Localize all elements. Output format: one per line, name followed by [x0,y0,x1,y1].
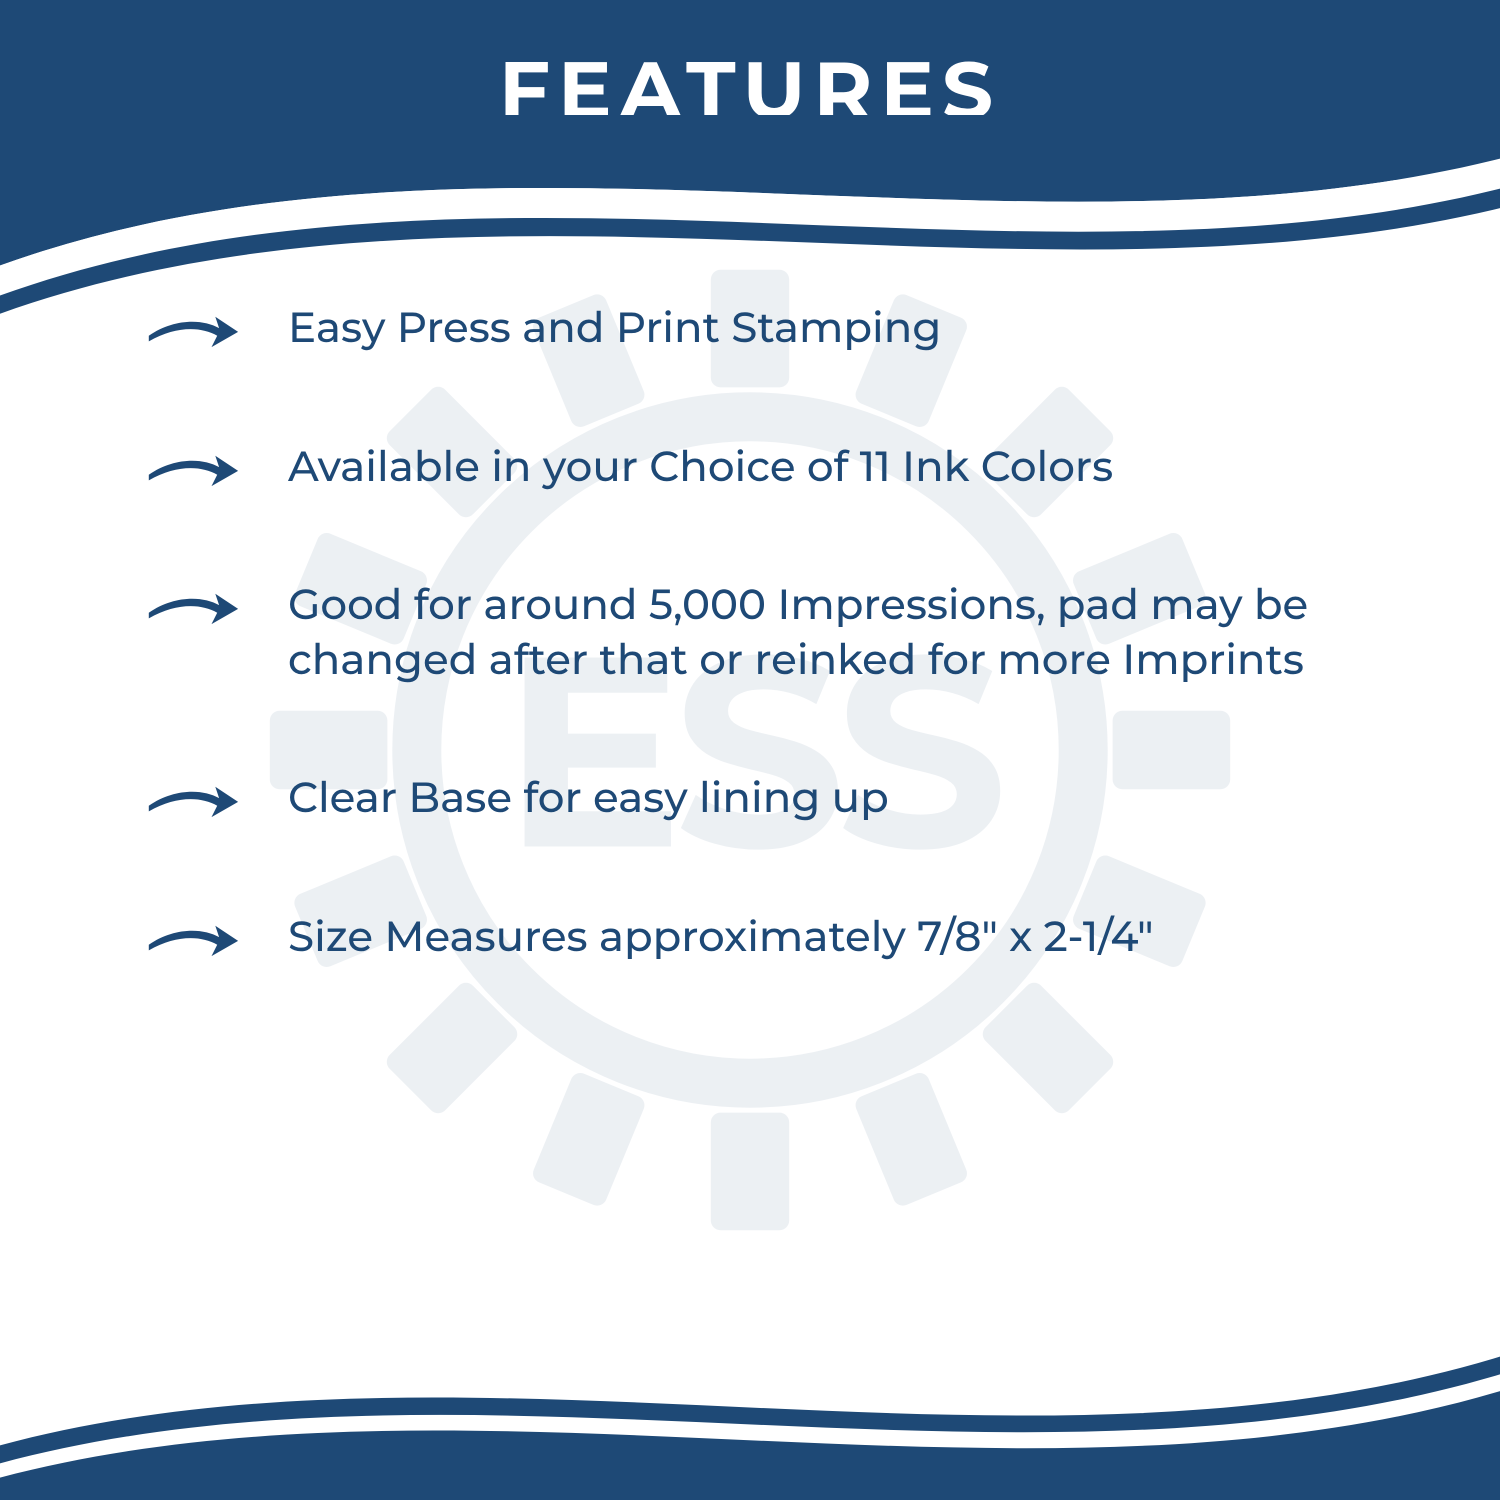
arrow-right-icon [145,915,240,963]
feature-text: Available in your Choice of 11 Ink Color… [288,439,1113,494]
feature-text: Good for around 5,000 Impressions, pad m… [288,577,1380,686]
bottom-swoosh [0,1240,1500,1500]
list-item: Good for around 5,000 Impressions, pad m… [145,577,1380,686]
feature-text: Clear Base for easy lining up [288,770,889,825]
arrow-right-icon [145,306,240,354]
list-item: Clear Base for easy lining up [145,770,1380,825]
arrow-right-icon [145,776,240,824]
arrow-right-icon [145,583,240,631]
feature-text: Size Measures approximately 7/8" x 2-1/4… [288,909,1154,964]
list-item: Available in your Choice of 11 Ink Color… [145,439,1380,494]
feature-list: Easy Press and Print Stamping Available … [145,300,1380,964]
feature-text: Easy Press and Print Stamping [288,300,941,355]
arrow-right-icon [145,445,240,493]
list-item: Easy Press and Print Stamping [145,300,1380,355]
list-item: Size Measures approximately 7/8" x 2-1/4… [145,909,1380,964]
